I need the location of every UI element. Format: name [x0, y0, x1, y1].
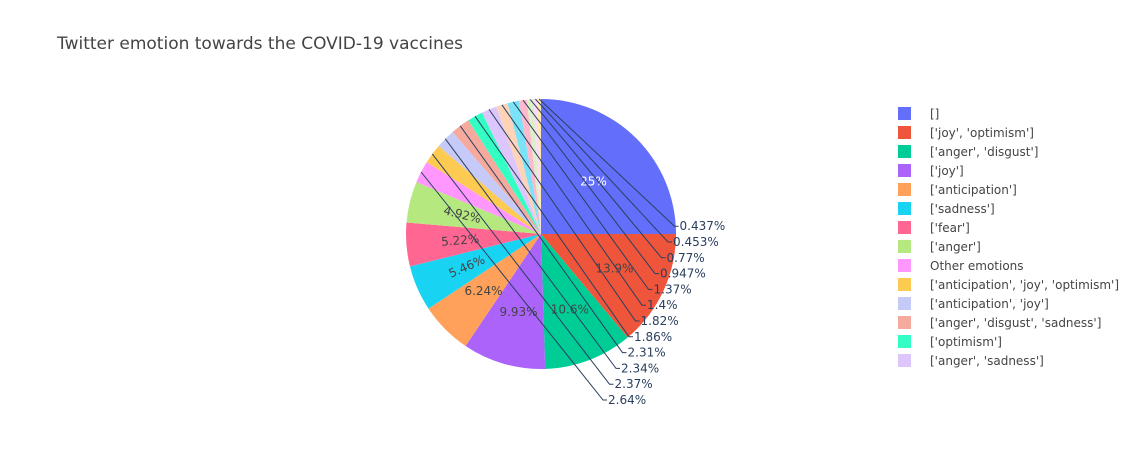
legend-label: ['sadness'] — [930, 201, 995, 216]
chart-title: Twitter emotion towards the COVID-19 vac… — [57, 34, 464, 54]
legend-swatch — [898, 354, 911, 367]
legend-item[interactable]: ['joy'] — [898, 161, 1119, 180]
pie-slice[interactable] — [518, 99, 541, 234]
leader-line — [529, 99, 666, 259]
pie-slice[interactable] — [438, 132, 541, 234]
legend-item[interactable]: ['fear'] — [898, 218, 1119, 237]
leader-line — [444, 138, 620, 369]
legend-label: ['anticipation'] — [930, 182, 1017, 197]
leader-line — [431, 153, 614, 385]
legend-item[interactable]: ['anger', 'disgust', 'sadness'] — [898, 313, 1119, 332]
pie-slice[interactable] — [482, 106, 541, 234]
pie-slice[interactable] — [507, 100, 541, 234]
leader-line — [488, 109, 640, 322]
legend-swatch — [898, 297, 911, 310]
slice-percent-label: 0.437% — [680, 219, 726, 233]
legend-label: Other emotions — [930, 258, 1024, 273]
slice-percent-label: 6.24% — [464, 284, 502, 298]
legend-swatch — [898, 240, 911, 253]
legend-item[interactable]: Other emotions — [898, 256, 1119, 275]
legend-label: ['anticipation', 'joy', 'optimism'] — [930, 277, 1120, 292]
legend-item[interactable]: ['anticipation', 'joy'] — [898, 294, 1119, 313]
pie-slice[interactable] — [416, 162, 541, 234]
legend-swatch — [898, 316, 911, 329]
legend-item[interactable]: ['anticipation'] — [898, 180, 1119, 199]
legend-label: ['anger', 'disgust', 'sadness'] — [930, 315, 1102, 330]
legend-swatch — [898, 126, 911, 139]
legend-label: ['optimism'] — [930, 334, 1002, 349]
slice-percent-label: 10.6% — [551, 303, 589, 317]
slice-percent-label: 1.82% — [641, 314, 679, 328]
legend-item[interactable]: ['anger'] — [898, 237, 1119, 256]
legend-swatch — [898, 202, 911, 215]
legend-item[interactable]: ['sadness'] — [898, 199, 1119, 218]
slice-percent-label: 1.4% — [647, 298, 678, 312]
legend-item[interactable]: [] — [898, 104, 1119, 123]
legend-label: [] — [930, 106, 940, 121]
pie-slice[interactable] — [465, 234, 546, 370]
pie-slice[interactable] — [468, 112, 541, 234]
slice-percent-label: 1.37% — [654, 282, 692, 296]
legend-label: ['joy', 'optimism'] — [930, 125, 1034, 140]
leader-line — [459, 125, 627, 354]
slice-percent-label: 2.37% — [615, 377, 653, 391]
legend-label: ['joy'] — [930, 163, 964, 178]
leader-line — [512, 101, 653, 290]
legend-swatch — [898, 107, 911, 120]
legend: [] ['joy', 'optimism'] ['anger', 'disgust'… — [898, 104, 1119, 370]
pie-slice[interactable] — [526, 99, 541, 235]
slice-percent-label: 2.34% — [621, 361, 659, 375]
legend-item[interactable]: ['anticipation', 'joy', 'optimism'] — [898, 275, 1119, 294]
legend-label: ['anger'] — [930, 239, 981, 254]
slice-percent-label: 0.77% — [667, 251, 705, 265]
legend-label: ['anger', 'disgust'] — [930, 144, 1039, 159]
slice-percent-label: 13.9% — [595, 261, 633, 275]
pie-slice[interactable] — [537, 99, 541, 234]
legend-label: ['fear'] — [930, 220, 970, 235]
slice-percent-label: 9.93% — [499, 305, 537, 319]
legend-item[interactable]: ['optimism'] — [898, 332, 1119, 351]
leader-line — [420, 171, 607, 401]
slice-percent-label: 1.86% — [634, 330, 672, 344]
legend-swatch — [898, 278, 911, 291]
legend-swatch — [898, 221, 911, 234]
slice-percent-label: 25% — [580, 175, 607, 189]
slice-percent-label: 0.947% — [660, 267, 706, 281]
slice-percent-label: 5.22% — [441, 232, 480, 249]
legend-swatch — [898, 183, 911, 196]
leader-line — [474, 115, 633, 338]
legend-label: ['anticipation', 'joy'] — [930, 296, 1049, 311]
slice-percent-label: 2.31% — [628, 346, 666, 360]
pie-slice[interactable] — [405, 222, 541, 267]
legend-swatch — [898, 259, 911, 272]
pie-slice[interactable] — [428, 234, 542, 346]
leader-line — [522, 99, 659, 275]
slice-percent-label: 0.453% — [673, 235, 719, 249]
legend-item[interactable]: ['joy', 'optimism'] — [898, 123, 1119, 142]
legend-item[interactable]: ['anger', 'disgust'] — [898, 142, 1119, 161]
leader-line — [538, 98, 679, 227]
legend-swatch — [898, 335, 911, 348]
legend-label: ['anger', 'sadness'] — [930, 353, 1044, 368]
pie-slice[interactable] — [541, 234, 628, 369]
leader-line — [501, 104, 646, 306]
slice-percent-label: 2.64% — [608, 393, 646, 407]
legend-swatch — [898, 145, 911, 158]
legend-swatch — [898, 164, 911, 177]
leader-line — [535, 98, 672, 243]
legend-item[interactable]: ['anger', 'sadness'] — [898, 351, 1119, 370]
